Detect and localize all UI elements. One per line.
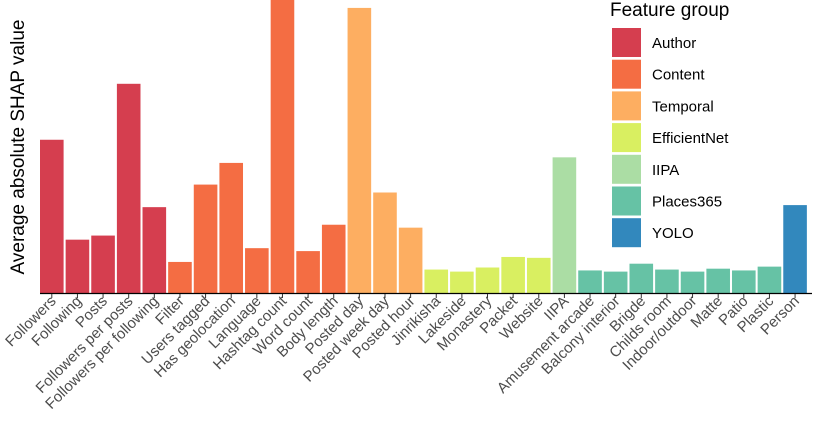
legend-swatch-content xyxy=(612,59,641,89)
bar-patio xyxy=(732,270,756,293)
legend-label-yolo: YOLO xyxy=(652,225,694,242)
bar-website xyxy=(526,257,551,293)
legend-title: Feature group xyxy=(610,0,729,21)
x-axis-ticks xyxy=(51,294,796,298)
legend-swatch-author xyxy=(612,28,641,57)
bar-followers xyxy=(40,139,64,293)
legend-label-content: Content xyxy=(652,67,705,84)
legend-label-temporal: Temporal xyxy=(652,98,714,115)
bar-iipa xyxy=(552,157,577,293)
bar-has-geolocation xyxy=(219,162,244,293)
legend-label-author: Author xyxy=(652,35,696,52)
bar-person xyxy=(783,205,807,293)
legend: Feature group Author Content Temporal Effic… xyxy=(610,0,729,248)
legend-label-iipa: IIPA xyxy=(652,162,679,179)
legend-swatch-yolo xyxy=(612,218,641,248)
bar-childs-room xyxy=(655,269,679,293)
bar-lakeside xyxy=(450,271,474,293)
legend-swatch-temporal xyxy=(612,91,641,121)
legend-swatch-places365 xyxy=(612,186,641,216)
bar-indoor-outdoor xyxy=(680,271,705,293)
bar-amusement-arcade xyxy=(578,270,602,293)
legend-swatch-iipa xyxy=(612,154,641,184)
bar-brigde xyxy=(629,263,654,293)
bar-packet xyxy=(501,256,525,293)
bar-following xyxy=(65,239,90,293)
bar-jinrikisha xyxy=(424,269,449,293)
bar-posted-week-day xyxy=(373,192,397,293)
legend-items: Author Content Temporal EfficientNet IIPA Pla… xyxy=(612,28,729,248)
bar-filter xyxy=(168,261,192,293)
bar-followers-per-posts xyxy=(116,83,141,293)
bars-layer xyxy=(40,0,807,293)
bar-followers-per-following xyxy=(142,207,167,293)
bar-plastic xyxy=(757,266,782,293)
legend-label-efficientnet: EfficientNet xyxy=(652,130,729,147)
legend-swatch-efficientnet xyxy=(612,123,641,153)
bar-word-count xyxy=(296,251,320,293)
bar-monastery xyxy=(475,267,500,293)
bar-balcony-interior xyxy=(603,271,628,293)
bar-posts xyxy=(91,235,115,293)
bar-hashtag-count xyxy=(270,0,295,293)
bar-posted-hour xyxy=(398,227,423,293)
legend-label-places365: Places365 xyxy=(652,194,722,211)
bar-posted-day xyxy=(347,7,372,293)
bar-matte xyxy=(706,268,730,293)
bar-users-tagged xyxy=(193,184,218,293)
bar-body-length xyxy=(321,224,346,293)
y-axis-title: Average absolute SHAP value xyxy=(8,20,29,275)
bar-language xyxy=(245,248,269,293)
